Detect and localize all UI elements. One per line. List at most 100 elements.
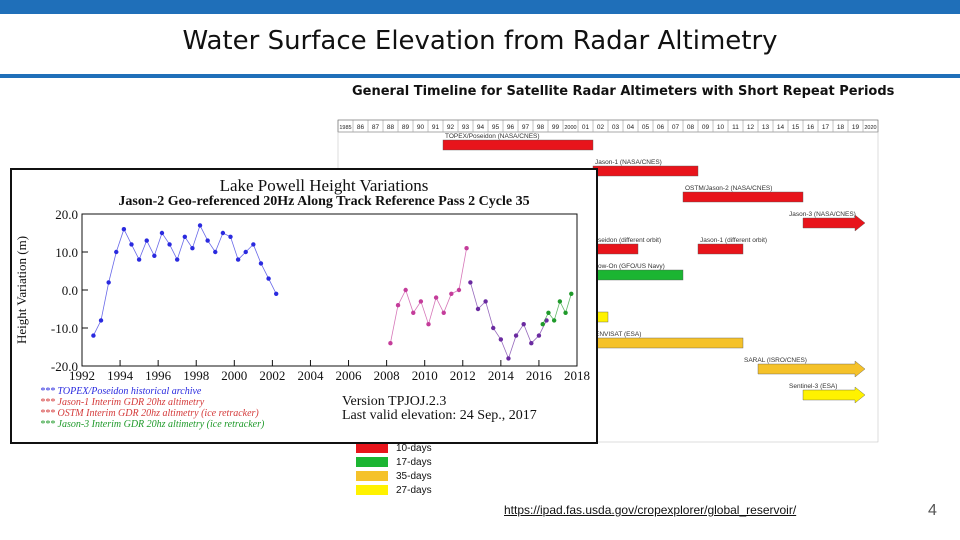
legend-swatch [356,471,388,481]
legend-label: 27-days [396,484,432,496]
series-line [390,248,467,344]
data-point [258,261,264,266]
mission-bar [697,243,744,255]
year-label: 16 [807,124,815,131]
top-accent-bar [0,0,960,14]
data-point [197,223,203,228]
x-tick-label: 2012 [450,368,476,383]
timeline-legend: 10-days 17-days 35-days 27-days [356,441,432,497]
data-point [426,322,431,327]
legend-entry: 17-days [356,455,432,469]
data-point [468,280,473,285]
mission-label: SARAL (ISRO/CNES) [744,357,807,364]
data-point [182,234,188,239]
x-tick-label: 2018 [564,368,590,383]
year-label: 11 [732,124,739,131]
reservoir-url-link[interactable]: https://ipad.fas.usda.gov/cropexplorer/g… [504,503,797,517]
year-label: 02 [597,124,605,131]
mission-bar [592,165,699,177]
data-point [449,291,454,296]
legend-swatch [356,457,388,467]
year-label: 97 [522,124,530,131]
mission-bar [592,243,639,255]
year-label: 94 [477,124,485,131]
x-tick-label: 1994 [107,368,134,383]
data-point [433,295,439,300]
timeline-title: General Timeline for Satellite Radar Alt… [352,84,895,99]
data-point [521,322,526,327]
year-label: 96 [507,124,515,131]
year-label: 98 [537,124,545,131]
x-tick-label: 2016 [526,368,553,383]
data-point [513,333,519,338]
data-point [144,238,149,243]
y-axis-label: Height Variation (m) [14,236,29,344]
year-label: 2020 [864,125,876,131]
data-point [551,318,557,323]
data-point [403,287,408,293]
year-label: 04 [627,124,635,131]
mission-bar [802,386,866,404]
data-point [98,318,104,323]
data-point [266,276,271,281]
x-tick-label: 1996 [145,368,172,383]
data-point [251,242,256,247]
year-label: 01 [582,124,590,131]
x-tick-label: 2000 [221,368,247,383]
data-point [136,257,142,262]
mission-label: seidon (different orbit) [598,237,661,244]
year-label: 14 [777,124,785,131]
inset-title: Lake Powell Height Variations [219,176,429,195]
data-point [441,310,446,315]
data-point [114,249,119,255]
inset-note: *** Jason-1 Interim GDR 20hz altimetry [40,397,205,408]
x-tick-label: 1998 [183,368,209,383]
data-point [418,299,424,304]
year-label: 2000 [564,125,576,131]
x-tick-label: 2014 [488,368,515,383]
year-label: 17 [822,124,830,131]
data-point [205,238,210,243]
mission-bar [757,360,866,378]
data-point [475,306,481,312]
legend-entry: 35-days [356,469,432,483]
data-point [152,253,157,258]
lake-powell-inset: 20.0 10.0 0.0 -10.0 -20.0 1992 1994 1996 1998 200… [10,168,598,444]
timeline-figure: General Timeline for Satellite Radar Alt… [336,80,894,500]
year-label: 90 [417,124,425,131]
data-point [106,280,111,285]
mission-label: TOPEX/Poseidon (NASA/CNES) [445,133,540,140]
mission-label: Jason-1 (NASA/CNES) [595,159,662,166]
y-tick-label: 10.0 [55,245,78,260]
y-tick-label: 20.0 [55,207,78,222]
data-point [569,291,574,296]
data-point [536,333,542,338]
legend-entry: 10-days [356,441,432,455]
data-point [491,325,496,331]
data-point [388,341,393,346]
year-label: 92 [447,124,455,131]
data-point [546,310,551,315]
year-label: 10 [717,124,725,131]
data-point [190,246,195,251]
year-label: 06 [657,124,665,131]
year-label: 09 [702,124,710,131]
data-point [483,299,488,304]
year-label: 15 [792,124,800,131]
x-tick-label: 2004 [297,368,324,383]
slide-title: Water Surface Elevation from Radar Altim… [182,26,778,56]
mission-label: Sentinel-3 (ESA) [789,383,837,390]
year-label: 86 [357,124,365,131]
inset-subtitle: Jason-2 Geo-referenced 20Hz Along Track … [118,194,530,209]
x-tick-label: 2002 [259,368,285,383]
mission-bar [592,337,744,349]
data-point [167,242,172,247]
legend-swatch [356,485,388,495]
year-label: 88 [387,124,395,131]
data-point [213,249,218,255]
timeline-chart: 1985 86 87 88 89 90 91 92 93 94 95 96 97 98 99 2000 01 02… [337,119,879,443]
data-point [540,322,545,327]
title-rule [0,74,960,78]
year-label: 13 [762,124,770,131]
year-label: 93 [462,124,470,131]
